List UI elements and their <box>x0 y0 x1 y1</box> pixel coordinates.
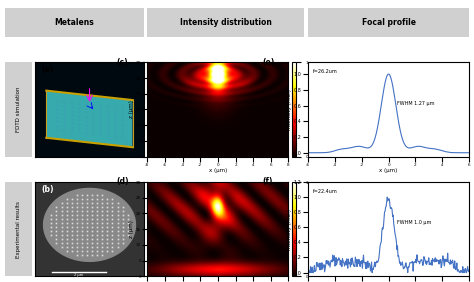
Polygon shape <box>44 188 136 261</box>
Text: FDTD simulation: FDTD simulation <box>16 87 21 132</box>
Text: Focal profile: Focal profile <box>362 18 416 27</box>
Text: Metalens: Metalens <box>55 18 94 27</box>
Y-axis label: z (μm): z (μm) <box>129 220 135 238</box>
Text: FWHM 1.0 μm: FWHM 1.0 μm <box>397 221 431 226</box>
Text: Experimental results: Experimental results <box>16 201 21 258</box>
Y-axis label: Intensity (A.U.): Intensity (A.U.) <box>288 209 292 250</box>
Text: f=26.2um: f=26.2um <box>313 69 337 74</box>
Text: 2 μm: 2 μm <box>74 272 83 277</box>
Text: f=22.4um: f=22.4um <box>313 189 337 194</box>
Text: (e): (e) <box>263 58 275 67</box>
Text: (d): (d) <box>116 177 129 186</box>
Text: (f): (f) <box>263 177 273 186</box>
Text: FWHM 1.27 μm: FWHM 1.27 μm <box>397 101 434 106</box>
Text: Intensity distribution: Intensity distribution <box>180 18 272 27</box>
Polygon shape <box>46 91 133 147</box>
X-axis label: x (μm): x (μm) <box>209 168 227 173</box>
Text: (a): (a) <box>41 65 53 74</box>
Text: (c): (c) <box>116 58 128 67</box>
Y-axis label: Intensity (A.U.): Intensity (A.U.) <box>288 89 292 130</box>
Y-axis label: z (μm): z (μm) <box>129 101 135 118</box>
Text: (b): (b) <box>41 185 54 194</box>
Polygon shape <box>36 62 144 157</box>
X-axis label: x (μm): x (μm) <box>380 168 398 173</box>
